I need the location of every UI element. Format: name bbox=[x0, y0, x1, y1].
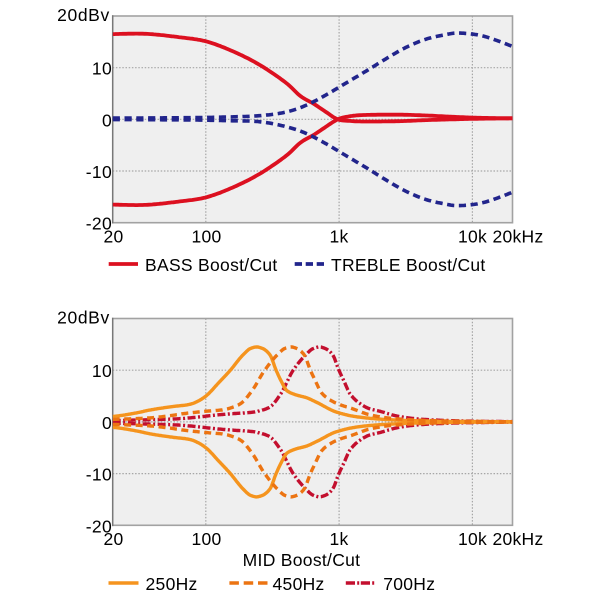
svg-text:10: 10 bbox=[92, 361, 112, 381]
svg-text:10k: 10k bbox=[458, 227, 487, 247]
svg-text:0: 0 bbox=[102, 413, 112, 433]
svg-text:20kHz: 20kHz bbox=[492, 529, 543, 549]
svg-text:700Hz: 700Hz bbox=[383, 574, 435, 594]
svg-text:MID Boost/Cut: MID Boost/Cut bbox=[243, 550, 361, 570]
svg-text:1k: 1k bbox=[329, 529, 348, 549]
svg-text:250Hz: 250Hz bbox=[146, 574, 198, 594]
svg-text:20: 20 bbox=[103, 227, 123, 247]
svg-text:-20: -20 bbox=[86, 516, 112, 536]
svg-text:100: 100 bbox=[191, 529, 221, 549]
svg-text:-10: -10 bbox=[86, 465, 112, 485]
svg-text:20: 20 bbox=[103, 529, 123, 549]
svg-text:450Hz: 450Hz bbox=[273, 574, 325, 594]
svg-text:-10: -10 bbox=[86, 162, 112, 182]
svg-text:100: 100 bbox=[191, 227, 221, 247]
svg-text:1k: 1k bbox=[329, 227, 348, 247]
svg-text:20dBv: 20dBv bbox=[57, 5, 110, 25]
svg-text:10: 10 bbox=[92, 59, 112, 79]
svg-text:20dBv: 20dBv bbox=[57, 308, 110, 328]
svg-text:TREBLE Boost/Cut: TREBLE Boost/Cut bbox=[331, 255, 486, 275]
svg-text:20kHz: 20kHz bbox=[492, 227, 543, 247]
svg-text:0: 0 bbox=[102, 110, 112, 130]
svg-text:BASS Boost/Cut: BASS Boost/Cut bbox=[145, 255, 278, 275]
svg-text:10k: 10k bbox=[458, 529, 487, 549]
svg-text:-20: -20 bbox=[86, 214, 112, 234]
